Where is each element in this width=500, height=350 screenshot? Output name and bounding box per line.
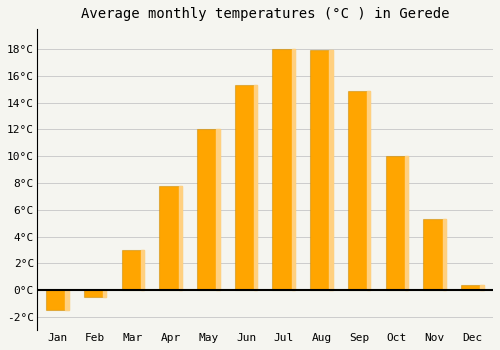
- Bar: [292, 49, 295, 290]
- Bar: [254, 85, 258, 290]
- Bar: [330, 50, 333, 290]
- Bar: [480, 285, 484, 290]
- Bar: [103, 290, 106, 297]
- Bar: [46, 290, 69, 310]
- Bar: [367, 91, 370, 290]
- Bar: [348, 91, 370, 290]
- Bar: [272, 49, 295, 290]
- Bar: [84, 290, 106, 297]
- Bar: [234, 85, 258, 290]
- Bar: [461, 285, 483, 290]
- Bar: [178, 186, 182, 290]
- Bar: [66, 290, 69, 310]
- Bar: [216, 130, 220, 290]
- Bar: [197, 130, 220, 290]
- Title: Average monthly temperatures (°C ) in Gerede: Average monthly temperatures (°C ) in Ge…: [80, 7, 449, 21]
- Bar: [122, 250, 144, 290]
- Bar: [442, 219, 446, 290]
- Bar: [141, 250, 144, 290]
- Bar: [424, 219, 446, 290]
- Bar: [160, 186, 182, 290]
- Bar: [310, 50, 333, 290]
- Bar: [386, 156, 408, 290]
- Bar: [405, 156, 408, 290]
